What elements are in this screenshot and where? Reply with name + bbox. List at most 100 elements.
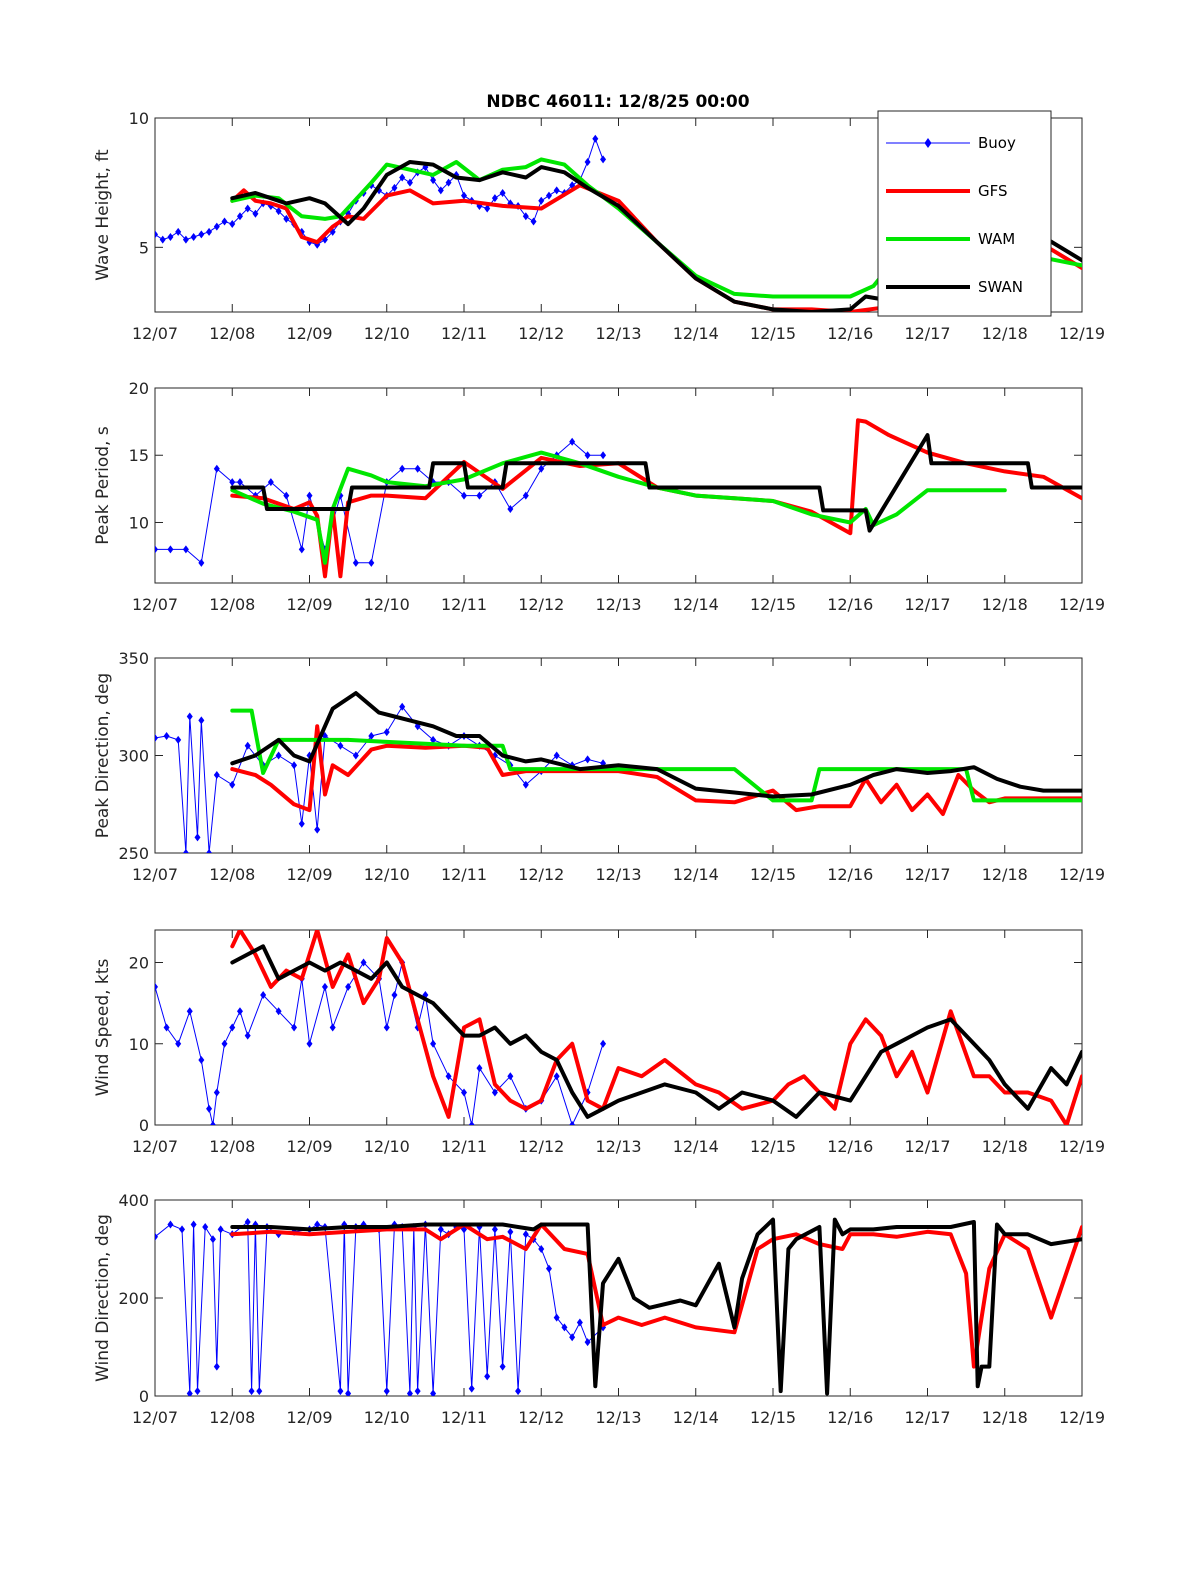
- x-tick-label: 12/13: [595, 1137, 641, 1156]
- y-axis-label: Wind Speed, kts: [93, 959, 113, 1097]
- y-tick-label: 200: [118, 1289, 149, 1308]
- x-tick-label: 12/11: [441, 324, 487, 343]
- x-tick-label: 12/10: [364, 324, 410, 343]
- x-tick-label: 12/11: [441, 1137, 487, 1156]
- buoy-point: [461, 1088, 467, 1097]
- buoy-point: [584, 1338, 591, 1347]
- buoy-point: [217, 1225, 224, 1234]
- y-axis-label: Wind Direction, deg: [93, 1214, 113, 1382]
- legend: Buoy GFS WAM SWAN: [877, 110, 1052, 317]
- buoy-point: [159, 235, 166, 244]
- buoy-point: [198, 230, 205, 239]
- x-tick-label: 12/15: [750, 865, 796, 884]
- buoy-point: [163, 1023, 170, 1032]
- x-tick-label: 12/15: [750, 1408, 796, 1427]
- buoy-point: [499, 189, 506, 198]
- panel-peak-direction: 12/07 12/08 12/09 12/10 12/11 12/12 12/13 12/14…: [93, 649, 1105, 884]
- x-tick-label: 12/18: [982, 1408, 1028, 1427]
- buoy-point: [461, 191, 467, 200]
- buoy-point: [600, 1039, 607, 1048]
- buoy-point: [383, 1023, 390, 1032]
- buoy-point: [190, 1220, 197, 1229]
- buoy-point: [291, 761, 298, 770]
- buoy-point: [275, 207, 282, 216]
- buoy-point: [314, 1220, 321, 1229]
- x-tick-label: 12/10: [364, 595, 410, 614]
- buoy-point: [391, 183, 398, 192]
- x-tick-label: 12/18: [982, 1137, 1028, 1156]
- y-tick-label: 20: [129, 954, 149, 973]
- buoy-point: [194, 833, 201, 842]
- x-tick-label: 12/13: [595, 865, 641, 884]
- panel-wind-direction: 12/07 12/08 12/09 12/10 12/11 12/12 12/13 12/14…: [93, 1191, 1105, 1427]
- x-tick-label: 12/12: [518, 1137, 564, 1156]
- buoy-point: [213, 222, 220, 231]
- buoy-point: [275, 751, 282, 760]
- buoy-point: [155, 545, 158, 554]
- x-tick-label: 12/09: [286, 1408, 332, 1427]
- buoy-point: [391, 991, 398, 999]
- buoy-point: [283, 214, 290, 223]
- buoy-point: [399, 702, 406, 711]
- x-tick-label: 12/09: [286, 865, 332, 884]
- buoy-point: [484, 1372, 491, 1381]
- series-swan-line: [230, 433, 1082, 533]
- x-tick-label: 12/12: [518, 1408, 564, 1427]
- x-tick-label: 12/08: [209, 324, 255, 343]
- x-tick-label: 12/16: [827, 1137, 873, 1156]
- buoy-point: [600, 451, 607, 460]
- buoy-point: [155, 733, 158, 742]
- buoy-point: [229, 220, 236, 229]
- y-tick-label: 15: [129, 446, 149, 465]
- buoy-point: [337, 741, 344, 750]
- buoy-point: [553, 1313, 560, 1322]
- x-tick-label: 12/12: [518, 865, 564, 884]
- buoy-point: [507, 1227, 514, 1236]
- y-axis-label: Peak Period, s: [93, 426, 113, 545]
- buoy-point: [538, 1245, 545, 1253]
- buoy-point: [252, 209, 259, 218]
- buoy-point: [569, 1121, 576, 1125]
- buoy-point: [345, 1389, 352, 1396]
- buoy-point: [360, 958, 367, 967]
- buoy-point: [445, 178, 452, 187]
- legend-label-swan: SWAN: [978, 278, 1023, 296]
- x-tick-label: 12/14: [673, 595, 719, 614]
- x-tick-label: 12/15: [750, 595, 796, 614]
- buoy-point: [491, 1225, 498, 1234]
- buoy-point: [248, 1387, 255, 1396]
- buoy-point: [182, 235, 189, 244]
- buoy-point: [229, 1023, 236, 1032]
- buoy-point: [437, 186, 444, 195]
- buoy-point: [430, 176, 437, 185]
- buoy-point: [229, 478, 236, 487]
- x-tick-label: 12/07: [132, 865, 178, 884]
- y-tick-label: 350: [118, 649, 149, 668]
- buoy-point: [399, 464, 406, 473]
- buoy-point: [283, 491, 290, 500]
- x-tick-label: 12/18: [982, 324, 1028, 343]
- x-tick-label: 12/13: [595, 1408, 641, 1427]
- buoy-point: [337, 1387, 344, 1396]
- series-group: [155, 691, 1082, 853]
- buoy-point: [314, 825, 321, 834]
- buoy-point: [468, 1384, 475, 1393]
- x-tick-label: 12/08: [209, 865, 255, 884]
- buoy-point: [244, 741, 251, 750]
- series-group: [155, 1217, 1082, 1396]
- series-swan-line: [230, 944, 1082, 1119]
- buoy-point: [584, 755, 591, 764]
- buoy-point: [244, 204, 251, 213]
- buoy-point: [167, 545, 174, 554]
- buoy-point: [260, 991, 267, 999]
- series-group: [155, 930, 1082, 1125]
- buoy-point: [515, 1387, 522, 1396]
- buoy-point: [368, 558, 375, 567]
- x-tick-label: 12/10: [364, 865, 410, 884]
- buoy-point: [236, 478, 243, 487]
- buoy-point: [267, 478, 274, 487]
- buoy-point: [507, 505, 514, 514]
- buoy-point: [383, 728, 390, 737]
- x-tick-label: 12/17: [904, 1408, 950, 1427]
- buoy-point: [190, 232, 197, 241]
